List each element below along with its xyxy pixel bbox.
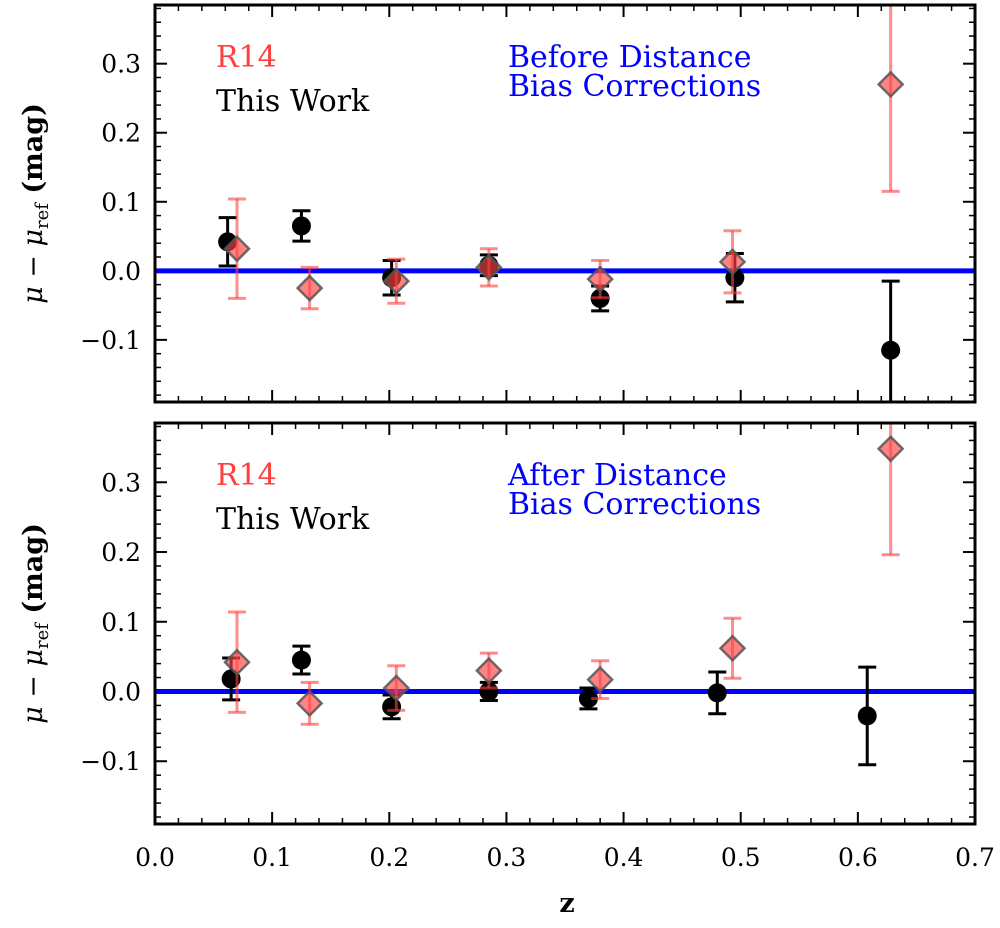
y-tick-label: 0.1	[101, 188, 141, 217]
panel-before-corrections: −0.1 0.0 0.1 0.2 0.3 R14 This Work Before Dista…	[18, 3, 977, 404]
x-tick-label: 0.4	[604, 843, 644, 872]
legend-r14: R14	[216, 458, 277, 493]
this-work-point	[291, 216, 311, 236]
y-tick-label: 0.3	[101, 468, 141, 497]
y-tick-label: −0.1	[80, 747, 141, 776]
this-work-point	[382, 697, 402, 717]
plot-frame	[153, 3, 977, 404]
plot-frame	[153, 421, 977, 826]
this-work-point	[291, 650, 311, 670]
y-tick-label: 0.0	[101, 677, 141, 706]
this-work-point	[707, 683, 727, 703]
r14-point	[876, 435, 905, 463]
r14-point	[475, 656, 503, 685]
annotation-line1: Before Distance	[508, 40, 751, 75]
y-tick-label: 0.2	[101, 119, 141, 148]
data-layer	[221, 423, 905, 767]
r14-point	[586, 265, 614, 293]
x-tick-label: 0.1	[252, 843, 292, 872]
annotation-line2: Bias Corrections	[508, 487, 761, 522]
y-tick-label: 0.2	[101, 538, 141, 567]
r14-point	[295, 689, 324, 718]
r14-point	[475, 253, 503, 282]
x-tick-label: 0.2	[369, 843, 409, 872]
legend-this-work: This Work	[216, 84, 370, 119]
panel-after-corrections: −0.1 0.0 0.1 0.2 0.3 R14 This Work After Distan…	[18, 421, 977, 826]
this-work-point	[578, 688, 598, 708]
r14-point	[382, 674, 411, 702]
annotation-line1: After Distance	[507, 458, 727, 493]
r14-point	[586, 665, 614, 694]
x-tick-label: 0.3	[487, 843, 527, 872]
x-axis-title: z	[559, 888, 574, 919]
r14-point	[382, 267, 411, 295]
x-tick-label: 0.7	[955, 843, 995, 872]
r14-point	[718, 248, 747, 276]
legend-r14: R14	[216, 40, 277, 75]
this-work-point	[857, 706, 877, 726]
y-tick-label: −0.1	[80, 326, 141, 355]
y-axis-title: μ − μref (mag)	[18, 103, 53, 304]
y-tick-label: 0.0	[101, 257, 141, 286]
x-tick-label: 0.5	[721, 843, 761, 872]
x-axis: 0.0 0.1 0.2 0.3 0.4 0.5 0.6 0.7	[135, 843, 995, 872]
y-tick-label: 0.3	[101, 50, 141, 79]
r14-point	[223, 234, 251, 263]
r14-point	[295, 274, 324, 302]
r14-point	[718, 634, 747, 663]
annotation-line2: Bias Corrections	[508, 69, 761, 104]
x-tick-label: 0.6	[838, 843, 878, 872]
this-work-point	[881, 340, 901, 360]
r14-point	[223, 648, 251, 676]
y-tick-label: 0.1	[101, 608, 141, 637]
y-axis-title: μ − μref (mag)	[18, 523, 53, 724]
r14-point	[876, 70, 905, 99]
legend-this-work: This Work	[216, 502, 370, 537]
x-tick-label: 0.0	[135, 843, 175, 872]
data-layer	[218, 5, 905, 402]
